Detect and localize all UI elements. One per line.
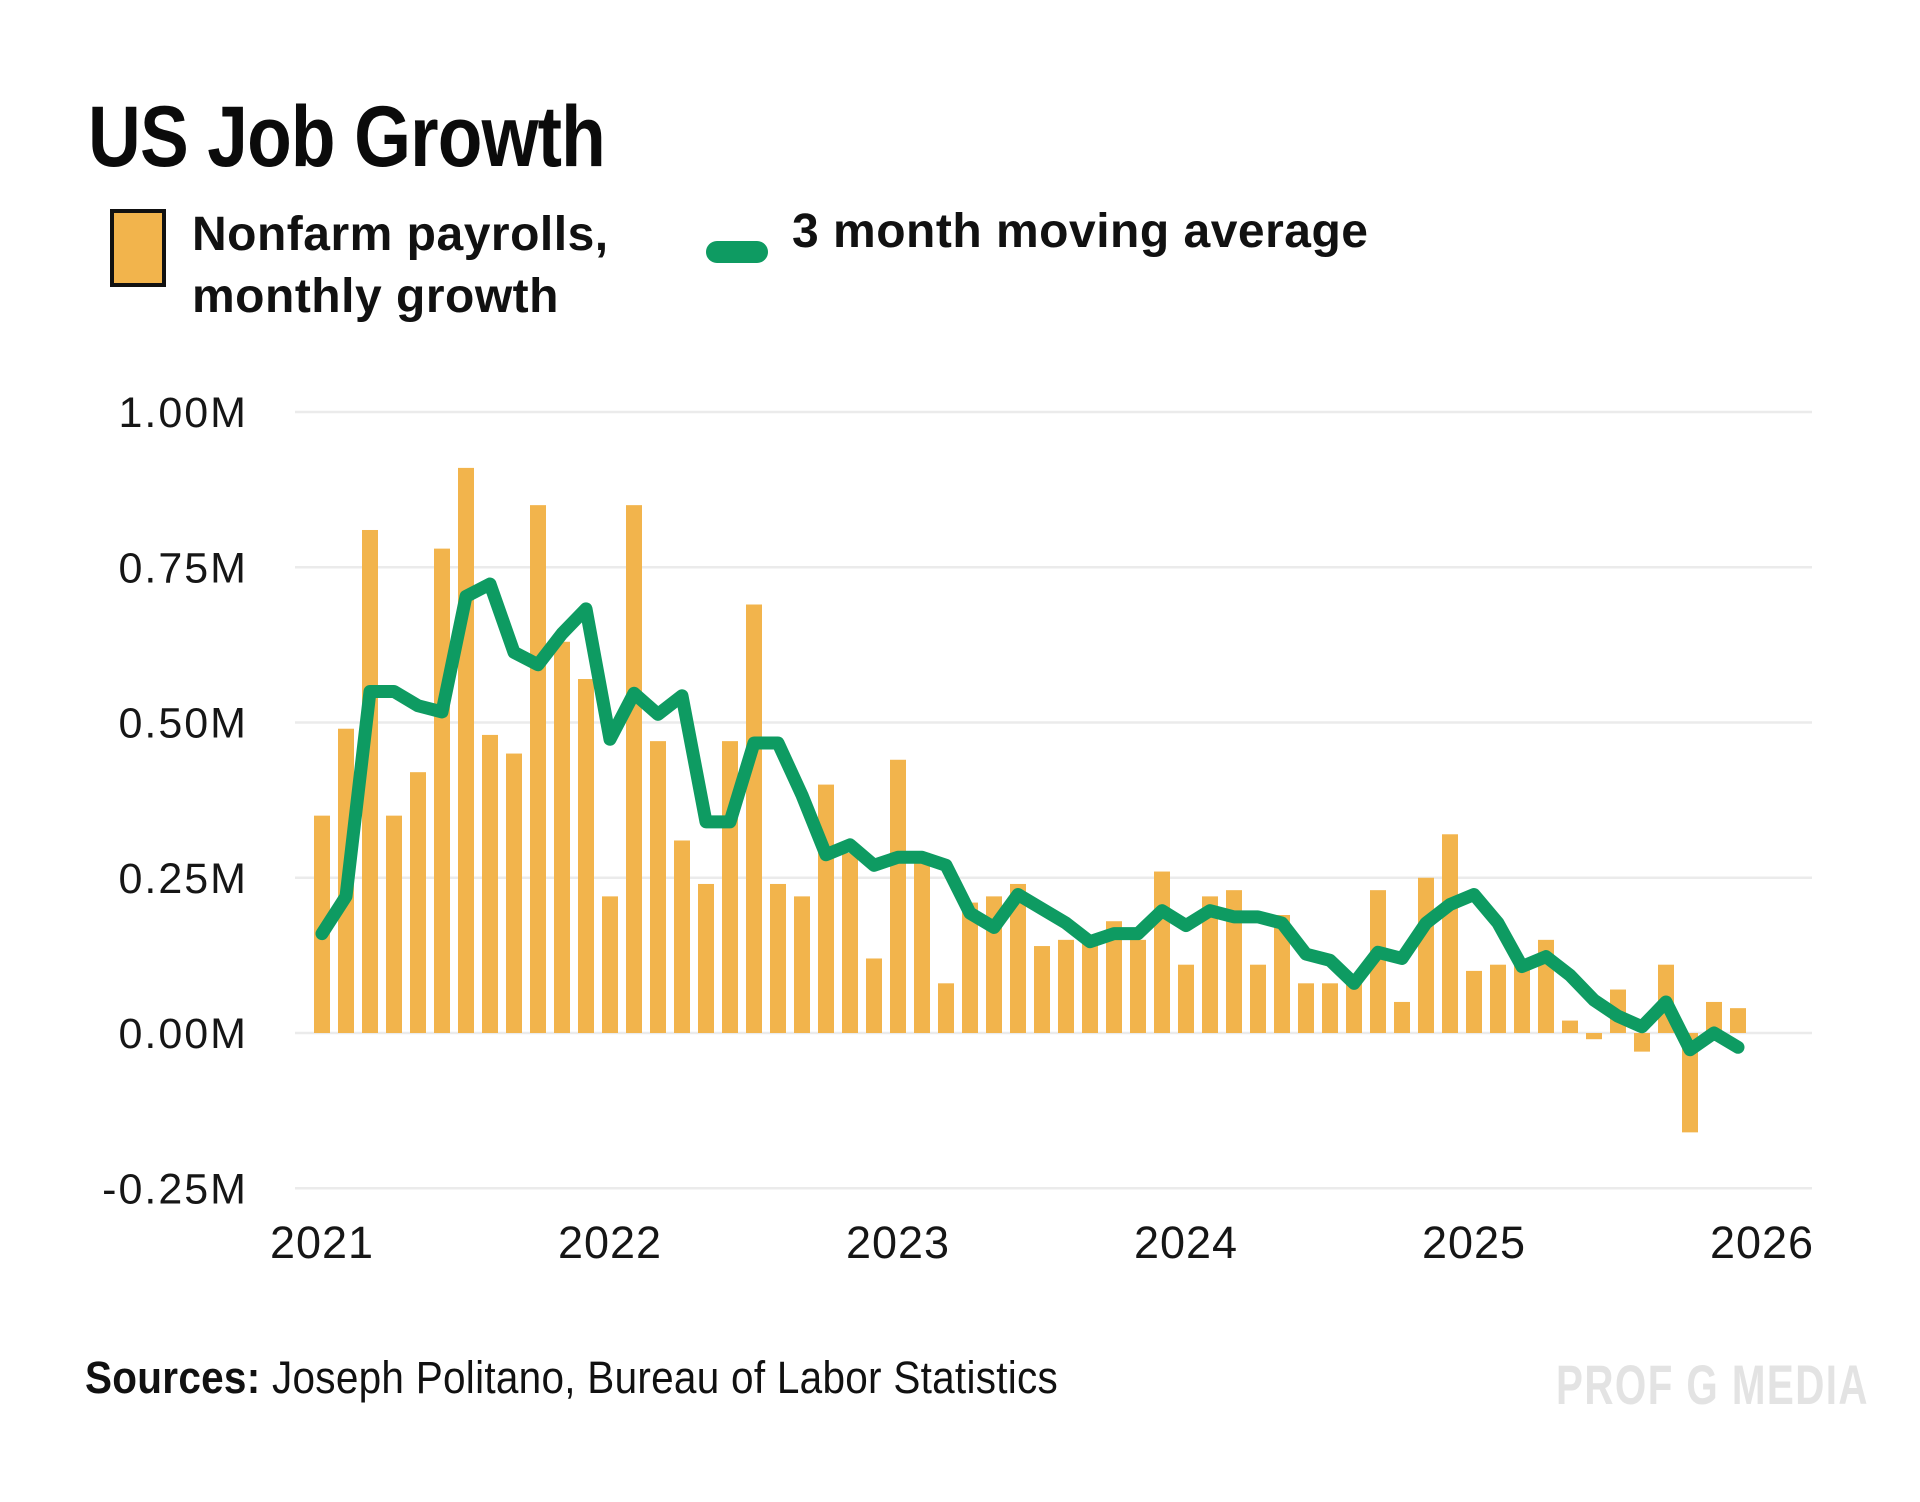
payroll-bar-2025-08 — [1634, 1033, 1650, 1052]
payroll-bar-2022-10 — [818, 784, 834, 1033]
y-tick-label-0.50M: 0.50M — [118, 700, 248, 748]
payroll-bar-2024-04 — [1250, 964, 1266, 1033]
y-tick-label-0.00M: 0.00M — [118, 1010, 248, 1058]
payroll-bar-2025-05 — [1562, 1020, 1578, 1033]
payroll-bar-2021-11 — [554, 641, 570, 1033]
payroll-bar-2021-07 — [458, 467, 474, 1033]
gridlines — [295, 410, 1812, 1190]
payroll-bar-2023-09 — [1082, 939, 1098, 1033]
payroll-bar-2022-05 — [698, 883, 714, 1033]
payroll-bar-2023-12 — [1154, 871, 1170, 1033]
payroll-bar-2023-03 — [938, 983, 954, 1033]
payroll-bar-2023-04 — [962, 902, 978, 1033]
payroll-bar-2024-01 — [1178, 964, 1194, 1033]
payroll-bar-2024-08 — [1346, 983, 1362, 1033]
payroll-bar-2021-05 — [410, 772, 426, 1033]
payroll-bar-2024-11 — [1418, 877, 1434, 1033]
page-title: US Job Growth — [88, 89, 606, 185]
payrolls-bars — [314, 467, 1746, 1133]
payroll-bar-2025-12 — [1730, 1008, 1746, 1033]
payroll-bar-2023-02 — [914, 852, 930, 1033]
payroll-bar-2021-08 — [482, 734, 498, 1033]
payroll-bar-2022-07 — [746, 604, 762, 1033]
y-axis-labels: 1.00M 0.75M 0.50M 0.25M 0.00M -0.25M — [102, 389, 248, 1213]
x-tick-label-2022: 2022 — [558, 1217, 662, 1268]
y-tick-label--0.25M: -0.25M — [102, 1165, 248, 1213]
payroll-bar-2022-01 — [602, 896, 618, 1033]
payroll-bar-2025-06 — [1586, 1033, 1602, 1040]
y-tick-label-0.25M: 0.25M — [118, 855, 248, 903]
x-tick-label-2026: 2026 — [1710, 1217, 1814, 1268]
payroll-bar-2023-08 — [1058, 939, 1074, 1033]
payroll-bar-2023-06 — [1010, 883, 1026, 1033]
x-tick-label-2023: 2023 — [846, 1217, 950, 1268]
legend-bar-swatch-icon — [110, 209, 166, 287]
payroll-bar-2024-12 — [1442, 834, 1458, 1033]
payroll-bar-2022-04 — [674, 840, 690, 1033]
payroll-bar-2024-03 — [1226, 890, 1242, 1033]
payroll-bar-2025-03 — [1514, 964, 1530, 1033]
payroll-bar-2024-10 — [1394, 1001, 1410, 1033]
payroll-bar-2025-11 — [1706, 1001, 1722, 1033]
moving-average-line — [315, 577, 1745, 1057]
y-tick-label-1.00M: 1.00M — [118, 389, 248, 437]
payroll-bar-2024-05 — [1274, 915, 1290, 1033]
payroll-bar-2025-10 — [1682, 1033, 1698, 1133]
legend-line-label: 3 month moving average — [792, 205, 1369, 258]
payroll-bar-2023-11 — [1130, 939, 1146, 1033]
payroll-bar-2022-11 — [842, 852, 858, 1033]
sources-note: Sources: Joseph Politano, Bureau of Labo… — [85, 1352, 1058, 1404]
payroll-bar-2021-10 — [530, 505, 546, 1033]
legend-bar-label: Nonfarm payrolls, monthly growth — [192, 208, 609, 323]
sources-text: Joseph Politano, Bureau of Labor Statist… — [260, 1352, 1059, 1403]
watermark: PROF G MEDIA — [1556, 1353, 1869, 1416]
x-tick-label-2021: 2021 — [270, 1217, 374, 1268]
sources-prefix: Sources: — [85, 1352, 261, 1403]
payroll-bar-2025-01 — [1466, 970, 1482, 1033]
payroll-bar-2024-02 — [1202, 896, 1218, 1033]
payroll-bar-2021-09 — [506, 753, 522, 1033]
x-axis-labels: 2021 2022 2023 2024 2025 2026 — [270, 1217, 1814, 1268]
payroll-bar-2024-07 — [1322, 983, 1338, 1033]
payroll-bar-2023-10 — [1106, 921, 1122, 1033]
payroll-bar-2021-12 — [578, 679, 594, 1033]
payroll-bar-2023-07 — [1034, 946, 1050, 1033]
payroll-bar-2024-06 — [1298, 983, 1314, 1033]
x-tick-label-2025: 2025 — [1422, 1217, 1526, 1268]
payroll-bar-2022-12 — [866, 958, 882, 1033]
payroll-bar-2022-02 — [626, 505, 642, 1033]
moving-average-polyline — [315, 577, 1745, 1057]
y-tick-label-0.75M: 0.75M — [118, 544, 248, 592]
payroll-bar-2025-02 — [1490, 964, 1506, 1033]
payroll-bar-2022-08 — [770, 883, 786, 1033]
x-tick-label-2024: 2024 — [1134, 1217, 1238, 1268]
legend-line-swatch-icon — [706, 241, 768, 263]
payroll-bar-2022-09 — [794, 896, 810, 1033]
payroll-bar-2021-03 — [362, 529, 378, 1033]
payroll-bar-2023-01 — [890, 759, 906, 1033]
payroll-bar-2021-04 — [386, 815, 402, 1033]
payroll-bar-2022-03 — [650, 741, 666, 1033]
payroll-bar-2021-06 — [434, 548, 450, 1033]
